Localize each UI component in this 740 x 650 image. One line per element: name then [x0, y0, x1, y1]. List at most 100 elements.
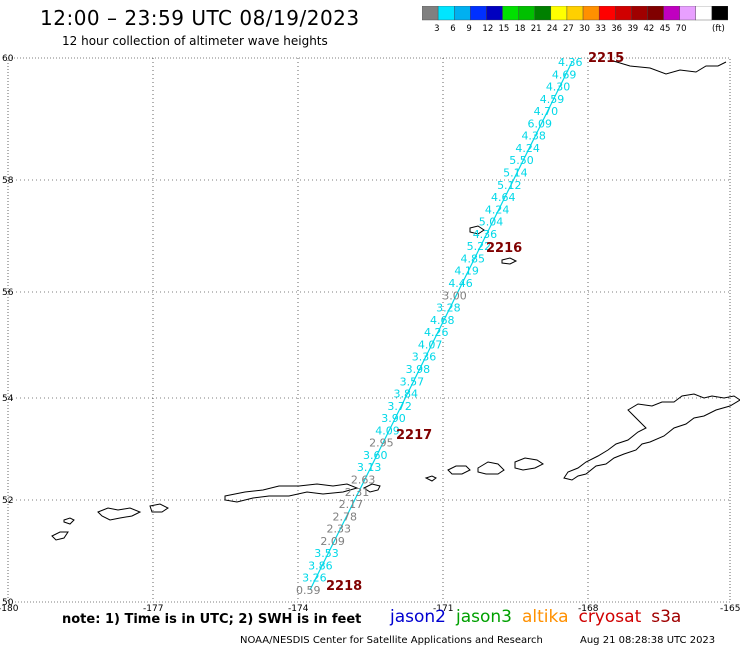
colorbar-swatch — [454, 6, 471, 21]
wave-height-label: 4.36 — [558, 56, 583, 69]
time-label: 2215 — [588, 51, 624, 66]
x-tick-label: -177 — [143, 604, 163, 614]
wave-height-label: 2.09 — [320, 535, 345, 548]
wave-height-label: 5.04 — [479, 216, 504, 229]
colorbar-swatch — [486, 6, 503, 21]
wave-height-label: 4.07 — [418, 338, 443, 351]
colorbar-swatch — [582, 6, 600, 21]
axis-labels: -180 -177 -174 -171 -168 -165 60 58 56 54 52 50 — [0, 54, 740, 614]
wave-height-label: 2.33 — [326, 523, 351, 536]
wave-height-label: 3.60 — [363, 449, 388, 462]
colorbar-tick: 30 — [579, 24, 590, 32]
wave-height-label: 3.86 — [308, 559, 333, 572]
credit-timestamp: Aug 21 08:28:38 UTC 2023 — [580, 635, 716, 646]
satellite-legend: jason2 jason3 altika cryosat s3a — [390, 607, 691, 627]
colorbar-swatch — [615, 6, 632, 21]
colorbar-tick: 6 — [450, 24, 455, 32]
wave-height-label: 4.85 — [461, 252, 486, 265]
colorbar-tick: 24 — [547, 24, 558, 32]
wave-height-label: 3.72 — [387, 400, 412, 413]
wave-height-label: 3.13 — [357, 461, 382, 474]
colorbar-swatch — [598, 6, 616, 21]
wave-height-colorbar: 3 6 9 12 15 18 21 24 27 30 33 36 39 42 45 70 (ft) — [422, 6, 728, 32]
colorbar-tick: 15 — [499, 24, 510, 32]
wave-height-label: 3.53 — [314, 547, 339, 560]
colorbar-tick: 27 — [563, 24, 574, 32]
x-tick-label: -165 — [720, 604, 740, 614]
colorbar-swatch — [437, 6, 455, 21]
credit-text: NOAA/NESDIS Center for Satellite Applica… — [240, 635, 543, 646]
wave-height-label: 3.84 — [393, 388, 418, 401]
alaska-peninsula-coast — [563, 393, 740, 481]
pribilof-island — [469, 225, 485, 235]
colorbar-swatch — [470, 6, 487, 21]
colorbar-tick: 18 — [515, 24, 526, 32]
wave-height-label: 3.90 — [381, 412, 406, 425]
colorbar-swatch — [534, 6, 552, 21]
wave-height-label: 4.59 — [540, 93, 565, 106]
island-group — [149, 503, 169, 513]
wave-height-label: 3.98 — [406, 363, 431, 376]
colorbar-tick: 21 — [531, 24, 542, 32]
colorbar-swatch — [679, 6, 696, 21]
wave-height-label: 4.38 — [521, 130, 546, 143]
map-frame — [7, 57, 731, 603]
x-tick-label: -168 — [578, 604, 599, 614]
colorbar-tick: 39 — [627, 24, 638, 32]
wave-height-label: 6.09 — [528, 117, 553, 130]
wave-height-label: 4.09 — [375, 424, 400, 437]
y-tick-label: 60 — [2, 54, 14, 64]
y-tick-label: 58 — [2, 176, 14, 186]
legend-altika: altika — [522, 607, 569, 627]
wave-height-label: 2.17 — [339, 498, 364, 511]
wave-height-label: 2.63 — [351, 473, 376, 486]
islet — [63, 517, 75, 525]
legend-jason3: jason3 — [456, 607, 512, 627]
colorbar-swatch — [695, 6, 713, 21]
colorbar-swatch — [566, 6, 584, 21]
y-tick-label: 50 — [2, 598, 14, 608]
pribilof-island-2 — [501, 257, 518, 265]
colorbar-tick: 42 — [643, 24, 654, 32]
wave-height-label: 4.46 — [448, 277, 473, 290]
wave-height-label: 4.69 — [552, 68, 577, 81]
colorbar-tick: 33 — [595, 24, 606, 32]
near-islands — [51, 531, 69, 541]
wave-height-label: 4.64 — [491, 191, 516, 204]
x-tick-label: -171 — [433, 604, 453, 614]
wave-height-label: 4.24 — [485, 203, 510, 216]
wave-height-label: 2.78 — [333, 510, 358, 523]
wave-height-label: 0.59 — [296, 584, 321, 597]
wave-height-label: 5.50 — [509, 154, 534, 167]
colorbar-tick: 70 — [676, 24, 687, 32]
islands-of-four-mountains — [363, 483, 381, 493]
wave-height-label: 3.57 — [400, 375, 425, 388]
small-island — [424, 475, 437, 482]
mainland-coast-north — [609, 59, 727, 75]
wave-height-label: 5.14 — [503, 167, 528, 180]
colorbar-swatch — [502, 6, 519, 21]
lat-lon-grid — [7, 57, 731, 603]
note-text: note: 1) Time is in UTC; 2) SWH is in fe… — [62, 612, 362, 627]
y-tick-label: 52 — [2, 496, 13, 506]
time-label: 2216 — [486, 241, 522, 256]
time-label: 2218 — [326, 579, 362, 594]
unimak-island — [514, 457, 544, 471]
legend-s3a: s3a — [651, 607, 682, 627]
wave-height-label: 4.26 — [424, 326, 449, 339]
wave-height-label: 4.30 — [546, 81, 571, 94]
unalaska-island — [477, 461, 505, 475]
colorbar-swatch — [550, 6, 568, 21]
wave-height-label: 4.68 — [430, 314, 455, 327]
wave-height-label: 3.36 — [412, 351, 437, 364]
wave-height-label: 2.95 — [369, 437, 394, 450]
colorbar-swatch — [711, 6, 728, 21]
x-tick-label: -174 — [288, 604, 309, 614]
coastline-layer — [51, 59, 740, 541]
colorbar-tick: 12 — [482, 24, 493, 32]
map-subtitle: 12 hour collection of altimeter wave hei… — [62, 34, 328, 48]
colorbar-tick: 3 — [434, 24, 439, 32]
wave-height-label: 5.12 — [497, 179, 522, 192]
wave-height-label: 3.28 — [436, 302, 461, 315]
